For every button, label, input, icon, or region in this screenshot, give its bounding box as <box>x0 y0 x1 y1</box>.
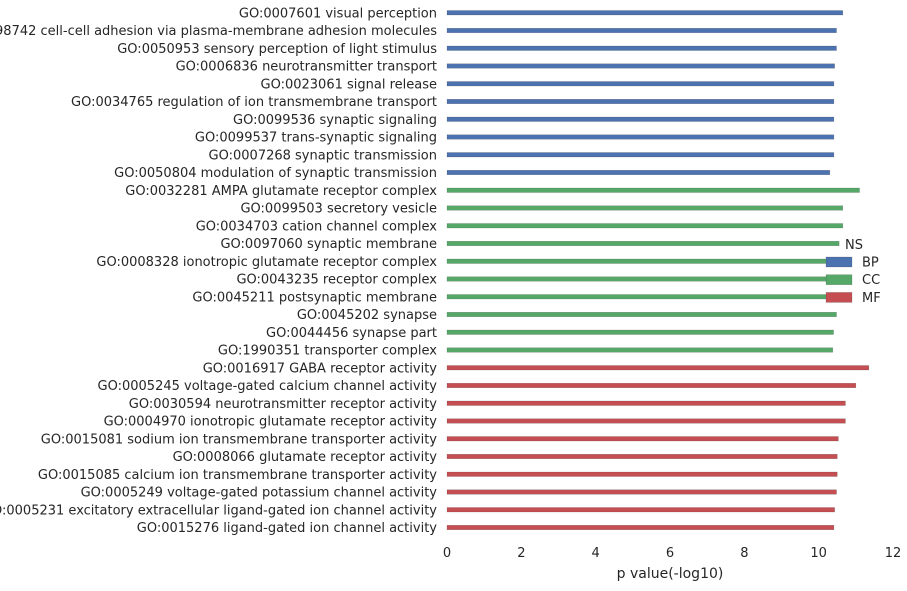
category-label: GO:0015276 ligand-gated ion channel acti… <box>137 521 438 536</box>
bar-bp <box>446 10 844 16</box>
category-label: GO:0015085 calcium ion transmembrane tra… <box>38 468 437 483</box>
category-label: GO:0004970 ionotropic glutamate receptor… <box>104 415 438 430</box>
legend-swatch-mf <box>825 292 853 303</box>
x-tick-label: 2 <box>517 546 525 561</box>
category-label: GO:0023061 signal release <box>261 77 437 92</box>
category-label: GO:0005245 voltage-gated calcium channel… <box>98 379 438 394</box>
category-label: GO:0034703 cation channel complex <box>196 219 438 234</box>
category-label: GO:0099537 trans-synaptic signaling <box>195 131 437 146</box>
bar-cc <box>446 329 834 335</box>
legend-label-bp: BP <box>862 256 879 271</box>
bar-bp <box>446 99 835 104</box>
bar-mf <box>446 436 839 442</box>
bar-mf <box>446 525 835 530</box>
bar-mf <box>446 454 838 459</box>
category-label: GO:0007268 synaptic transmission <box>209 148 437 163</box>
legend-label-mf: MF <box>862 291 881 306</box>
category-label: GO:0044456 synapse part <box>266 326 437 341</box>
category-label: GO:0030594 neurotransmitter receptor act… <box>129 397 438 412</box>
x-tick-label: 4 <box>592 546 600 561</box>
bar-bp <box>446 134 835 140</box>
legend-swatch-cc <box>825 274 853 285</box>
bar-bp <box>446 45 837 51</box>
bar-cc <box>446 276 838 282</box>
bar-cc <box>446 223 844 229</box>
x-tick-label: 8 <box>740 546 748 561</box>
category-label: GO:0050804 modulation of synaptic transm… <box>114 166 437 181</box>
bar-mf <box>446 471 838 477</box>
category-label: GO:0050953 sensory perception of light s… <box>117 42 437 57</box>
bar-bp <box>446 170 831 175</box>
category-label: GO:0005249 voltage-gated potassium chann… <box>81 486 438 501</box>
x-tick-label: 10 <box>810 546 827 561</box>
category-label: GO:0005231 excitatory extracellular liga… <box>0 503 437 518</box>
x-tick-label: 0 <box>443 546 451 561</box>
bar-mf <box>446 418 846 424</box>
bar-bp <box>446 28 837 33</box>
category-label: GO:0034765 regulation of ion transmembra… <box>71 95 437 110</box>
legend-label-cc: CC <box>862 273 880 288</box>
bar-bp <box>446 63 835 69</box>
bar-bp <box>446 81 835 87</box>
category-label: GO:0008066 glutamate receptor activity <box>173 450 438 465</box>
bar-cc <box>446 187 860 193</box>
bar-mf <box>446 383 857 388</box>
category-label: GO:0097060 synaptic membrane <box>220 237 437 252</box>
bar-mf <box>446 489 837 495</box>
bar-bp <box>446 116 835 122</box>
bar-cc <box>446 241 840 246</box>
category-label: GO:0032281 AMPA glutamate receptor compl… <box>125 184 437 199</box>
legend: NS BP CC MF <box>825 238 881 306</box>
category-label: GO:0006836 neurotransmitter transport <box>176 60 437 75</box>
legend-title: NS <box>845 238 863 253</box>
category-label: GO:0008328 ionotropic glutamate receptor… <box>96 255 437 270</box>
bar-cc <box>446 312 837 317</box>
category-label: GO:0099536 synaptic signaling <box>233 113 437 128</box>
bar-cc <box>446 294 838 300</box>
category-label: GO:1990351 transporter complex <box>218 344 437 359</box>
x-axis: 0 2 4 6 8 10 12 <box>443 546 901 561</box>
category-label: GO:0015081 sodium ion transmembrane tran… <box>41 432 437 447</box>
category-label: GO:0045211 postsynaptic membrane <box>192 290 437 305</box>
category-label: GO:0016917 GABA receptor activity <box>203 361 438 376</box>
bars-layer <box>446 10 870 530</box>
bar-bp <box>446 152 835 158</box>
bar-cc <box>446 347 834 353</box>
bar-mf <box>446 507 835 513</box>
bar-cc <box>446 258 838 264</box>
category-label: GO:0007601 visual perception <box>239 6 437 21</box>
legend-swatch-bp <box>825 256 853 268</box>
category-label: GO:0099503 secretory vesicle <box>240 202 437 217</box>
category-labels: GO:0007601 visual perception GO:0098742 c… <box>0 6 437 536</box>
bar-mf <box>446 365 870 371</box>
bar-mf <box>446 400 846 406</box>
x-tick-label: 6 <box>666 546 674 561</box>
bar-cc <box>446 205 844 211</box>
x-tick-label: 12 <box>885 546 902 561</box>
category-label: GO:0098742 cell-cell adhesion via plasma… <box>0 24 437 39</box>
x-axis-label: p value(-log10) <box>617 566 724 582</box>
category-label: GO:0045202 synapse <box>297 308 437 323</box>
category-label: GO:0043235 receptor complex <box>236 273 437 288</box>
